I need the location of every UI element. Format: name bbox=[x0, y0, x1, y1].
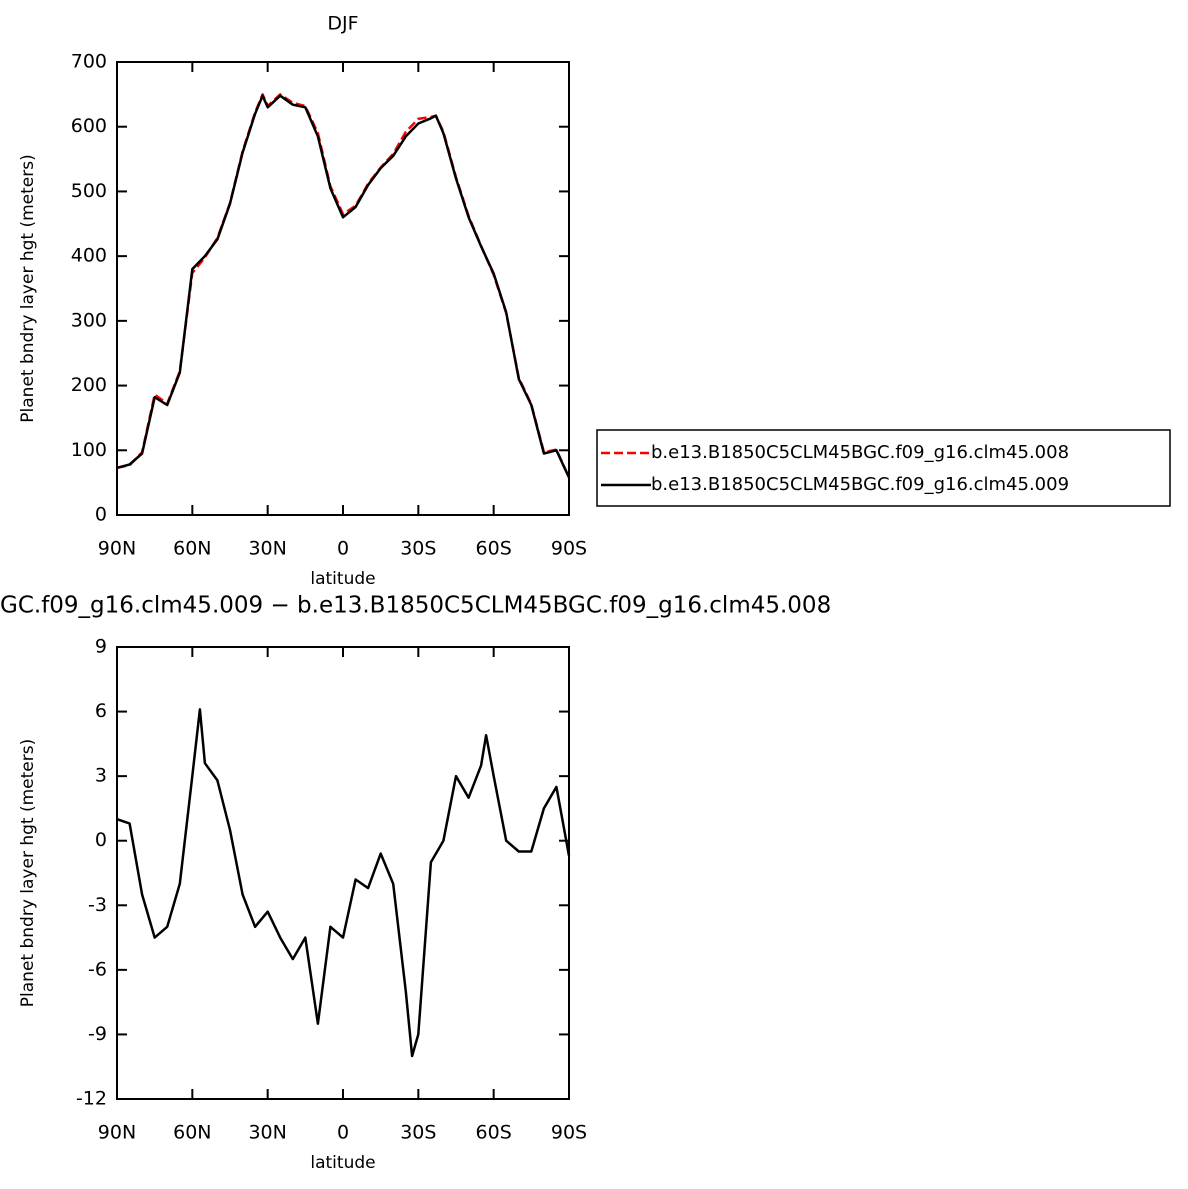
y-tick-label: 600 bbox=[71, 115, 107, 137]
plot-frame bbox=[116, 646, 570, 1100]
x-axis-label: latitude bbox=[310, 569, 375, 589]
y-tick-label: -9 bbox=[88, 1023, 107, 1045]
x-tick-label: 0 bbox=[337, 1122, 349, 1144]
y-tick-label: 9 bbox=[95, 636, 107, 658]
y-axis-label: Planet bndry layer hgt (meters) bbox=[18, 154, 38, 422]
series-line bbox=[116, 93, 571, 479]
x-tick-label: 0 bbox=[337, 538, 349, 560]
chart-title: GC.f09_g16.clm45.009 − b.e13.B1850C5CLM4… bbox=[0, 593, 831, 619]
y-tick-label: 700 bbox=[71, 51, 107, 73]
x-tick-label: 30S bbox=[400, 1122, 436, 1144]
y-tick-label: 3 bbox=[95, 765, 107, 787]
x-tick-label: 90S bbox=[551, 538, 587, 560]
legend-box bbox=[596, 429, 1171, 507]
x-tick-label: 60S bbox=[476, 538, 512, 560]
y-tick-label: -3 bbox=[88, 894, 107, 916]
y-tick-label: 400 bbox=[71, 245, 107, 267]
x-tick-label: 90S bbox=[551, 1122, 587, 1144]
y-tick-label: -6 bbox=[88, 958, 107, 980]
x-tick-label: 30S bbox=[400, 538, 436, 560]
x-tick-label: 30N bbox=[248, 538, 286, 560]
plot-frame bbox=[116, 61, 570, 516]
x-tick-label: 90N bbox=[98, 538, 136, 560]
y-tick-label: 6 bbox=[95, 700, 107, 722]
x-tick-label: 90N bbox=[98, 1122, 136, 1144]
y-tick-label: -12 bbox=[76, 1088, 107, 1110]
x-axis-label: latitude bbox=[310, 1153, 375, 1173]
legend-label: b.e13.B1850C5CLM45BGC.f09_g16.clm45.008 bbox=[651, 442, 1069, 463]
y-tick-label: 0 bbox=[95, 829, 107, 851]
series-line bbox=[116, 708, 571, 1058]
x-tick-label: 30N bbox=[248, 1122, 286, 1144]
y-tick-label: 300 bbox=[71, 309, 107, 331]
chart-title: DJF bbox=[327, 13, 358, 35]
y-tick-label: 200 bbox=[71, 374, 107, 396]
x-tick-label: 60N bbox=[173, 1122, 211, 1144]
y-tick-label: 0 bbox=[95, 504, 107, 526]
y-axis-label: Planet bndry layer hgt (meters) bbox=[18, 739, 38, 1007]
y-tick-label: 500 bbox=[71, 180, 107, 202]
series-line bbox=[116, 94, 571, 479]
y-tick-label: 100 bbox=[71, 439, 107, 461]
x-tick-label: 60N bbox=[173, 538, 211, 560]
legend-label: b.e13.B1850C5CLM45BGC.f09_g16.clm45.009 bbox=[651, 474, 1069, 495]
x-tick-label: 60S bbox=[476, 1122, 512, 1144]
